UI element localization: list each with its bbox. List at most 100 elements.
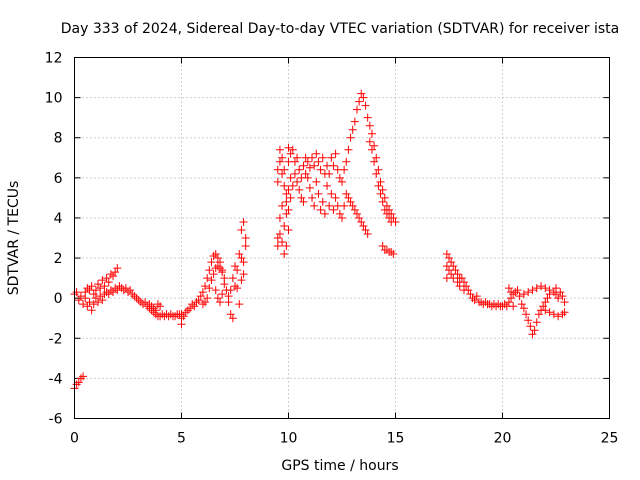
data-point xyxy=(205,266,214,275)
data-point xyxy=(301,169,310,178)
data-point xyxy=(231,282,239,291)
data-point xyxy=(72,288,81,297)
data-point xyxy=(442,250,451,259)
data-point xyxy=(342,189,351,198)
data-point xyxy=(468,294,477,303)
data-point xyxy=(179,312,188,321)
data-point xyxy=(98,296,107,305)
data-point xyxy=(316,165,325,174)
grid xyxy=(74,57,610,419)
data-point xyxy=(282,197,291,206)
data-point xyxy=(519,290,528,299)
data-point xyxy=(365,121,374,130)
data-point xyxy=(532,284,541,293)
data-point xyxy=(560,298,569,307)
data-point xyxy=(522,310,531,319)
data-point xyxy=(141,298,150,307)
data-point xyxy=(83,284,92,293)
data-point xyxy=(284,225,293,234)
y-tick-label: -6 xyxy=(49,412,63,428)
data-point xyxy=(213,254,222,263)
data-point xyxy=(91,286,100,295)
data-point xyxy=(220,280,229,289)
data-point xyxy=(355,213,364,222)
y-tick-label: 10 xyxy=(45,91,63,107)
data-point xyxy=(387,209,396,218)
data-point xyxy=(466,290,475,299)
data-point xyxy=(280,165,289,174)
data-point xyxy=(239,270,248,279)
data-point xyxy=(282,242,291,251)
data-point xyxy=(156,312,165,321)
data-point xyxy=(213,262,222,271)
data-point xyxy=(348,201,357,210)
data-point xyxy=(273,177,282,186)
data-point xyxy=(241,242,250,251)
data-point xyxy=(224,292,233,301)
data-point xyxy=(359,221,368,230)
data-point xyxy=(121,284,130,293)
y-tick-label: -2 xyxy=(49,331,63,347)
data-point xyxy=(226,286,235,295)
data-point xyxy=(209,270,218,279)
data-point xyxy=(183,306,192,315)
y-tick-label: 12 xyxy=(45,51,63,67)
data-point xyxy=(275,145,284,154)
data-point xyxy=(286,173,295,182)
data-point xyxy=(130,292,139,301)
data-point xyxy=(318,197,327,206)
data-point xyxy=(346,133,355,142)
data-point xyxy=(226,310,235,319)
data-point xyxy=(111,268,120,277)
data-point xyxy=(340,165,349,174)
data-point xyxy=(549,310,558,319)
x-tick-label: 10 xyxy=(280,431,298,447)
data-point xyxy=(74,296,83,305)
data-point xyxy=(382,246,391,255)
data-point xyxy=(213,294,222,303)
data-point xyxy=(87,306,96,315)
data-point xyxy=(310,201,319,210)
data-point xyxy=(331,149,340,158)
data-point xyxy=(196,292,205,301)
data-point xyxy=(545,308,554,317)
data-point xyxy=(98,276,107,285)
x-tick-label: 5 xyxy=(177,431,186,447)
data-point xyxy=(376,189,385,198)
data-point xyxy=(104,278,113,287)
data-point xyxy=(451,266,460,275)
data-point xyxy=(280,181,289,190)
data-point xyxy=(367,145,376,154)
data-point xyxy=(218,266,227,275)
data-point xyxy=(335,173,344,182)
data-point xyxy=(278,153,287,162)
data-point xyxy=(273,234,282,242)
data-point xyxy=(278,201,287,210)
data-point xyxy=(545,286,554,295)
data-point xyxy=(94,298,103,307)
data-point xyxy=(312,149,321,158)
data-point xyxy=(233,266,242,275)
data-point xyxy=(346,197,355,206)
data-point xyxy=(81,288,90,297)
data-point xyxy=(537,282,546,291)
data-point xyxy=(282,209,291,218)
data-point xyxy=(134,296,143,305)
data-point xyxy=(282,189,291,198)
data-point xyxy=(239,258,248,267)
data-point xyxy=(320,209,329,218)
data-point xyxy=(286,193,295,202)
data-point xyxy=(370,157,379,166)
y-tick-label: 4 xyxy=(54,211,63,227)
data-points xyxy=(70,89,569,393)
data-point xyxy=(79,300,88,309)
data-point xyxy=(100,282,109,291)
data-point xyxy=(355,97,364,106)
data-point xyxy=(186,304,195,313)
data-point xyxy=(149,304,158,313)
data-point xyxy=(308,193,317,202)
data-point xyxy=(177,314,186,323)
data-point xyxy=(171,312,180,321)
data-point xyxy=(211,250,220,259)
